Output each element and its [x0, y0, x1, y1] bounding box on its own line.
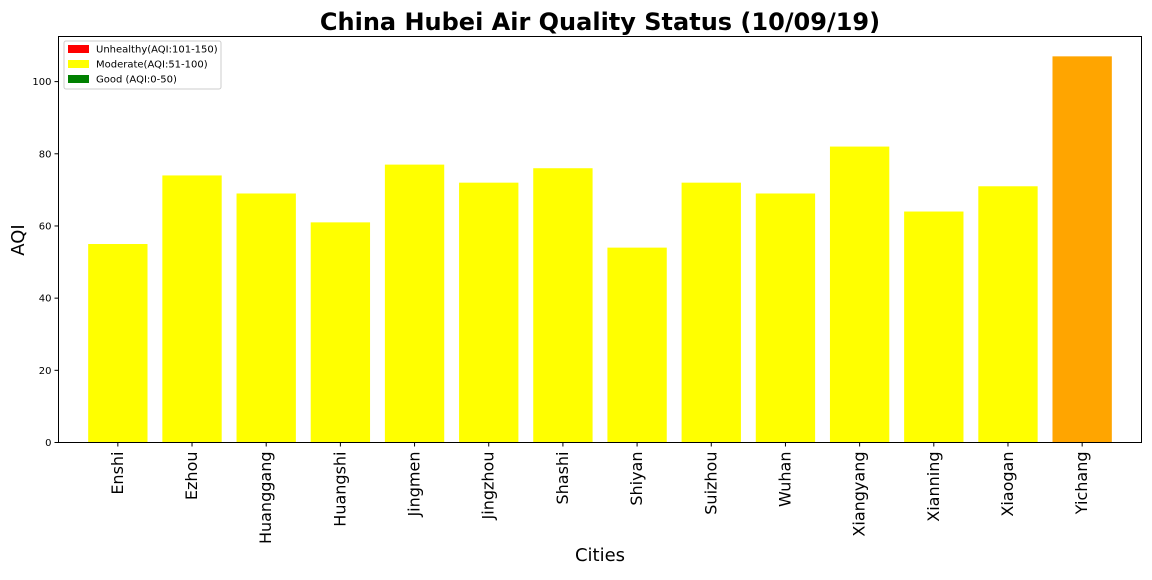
x-tick-label-jingmen: Jingmen [405, 452, 424, 518]
bar-jingzhou [459, 182, 519, 443]
legend-entry-label: Moderate(AQI:51-100) [96, 60, 208, 71]
x-tick-label-huanggang: Huanggang [256, 452, 275, 545]
legend-swatch [68, 45, 89, 53]
x-tick-label-shiyan: Shiyan [627, 452, 646, 506]
legend: Unhealthy(AQI:101-150) Moderate(AQI:51-10… [63, 40, 222, 90]
legend-swatch [68, 60, 89, 68]
bar-shashi [533, 168, 593, 443]
bar-suizhou [681, 182, 741, 443]
y-tick-label: 100 [32, 77, 51, 88]
bar-enshi [88, 244, 148, 443]
chart-title: China Hubei Air Quality Status (10/09/19… [320, 8, 880, 36]
x-tick-label-xianning: Xianning [924, 452, 943, 522]
legend-entry-label: Good (AQI:0-50) [96, 75, 177, 86]
x-tick-label-xiaogan: Xiaogan [998, 452, 1017, 517]
bar-ezhou [162, 175, 222, 443]
legend-box [63, 40, 222, 90]
plot-area-frame [58, 36, 1142, 443]
x-tick-label-jingzhou: Jingzhou [479, 452, 498, 521]
y-tick-label: 0 [45, 438, 51, 449]
bar-yichang [1052, 56, 1112, 443]
bars-group [88, 56, 1112, 443]
y-tick-label: 20 [39, 366, 52, 377]
bar-huanggang [236, 193, 296, 443]
x-tick-label-suizhou: Suizhou [701, 452, 720, 515]
x-tick-label-ezhou: Ezhou [182, 452, 201, 501]
x-tick-label-shashi: Shashi [553, 452, 572, 505]
y-axis-label: AQI [8, 224, 29, 255]
bar-xiangyang [829, 146, 890, 443]
x-tick-label-enshi: Enshi [108, 452, 127, 495]
x-tick-label-wuhan: Wuhan [775, 452, 794, 507]
x-tick-label-xiangyang: Xiangyang [850, 452, 869, 537]
bar-xianning [904, 211, 964, 443]
y-tick-label: 80 [39, 149, 52, 160]
legend-entry-label: Unhealthy(AQI:101-150) [96, 45, 218, 56]
y-axis-ticks: 0 20 40 60 80 100 [32, 77, 59, 449]
y-tick-label: 40 [39, 294, 52, 305]
legend-swatch [68, 75, 89, 83]
y-tick-label: 60 [39, 221, 52, 232]
bar-wuhan [755, 193, 816, 443]
bar-shiyan [607, 247, 667, 443]
x-axis-label: Cities [575, 545, 625, 566]
bar-xiaogan [978, 186, 1038, 443]
x-axis-ticks: Enshi Ezhou Huanggang Huangshi Jingmen Jingzh… [108, 442, 1091, 545]
bar-huangshi [310, 222, 371, 443]
x-tick-label-yichang: Yichang [1072, 452, 1091, 516]
bar-jingmen [384, 164, 445, 443]
x-tick-label-huangshi: Huangshi [330, 452, 349, 527]
